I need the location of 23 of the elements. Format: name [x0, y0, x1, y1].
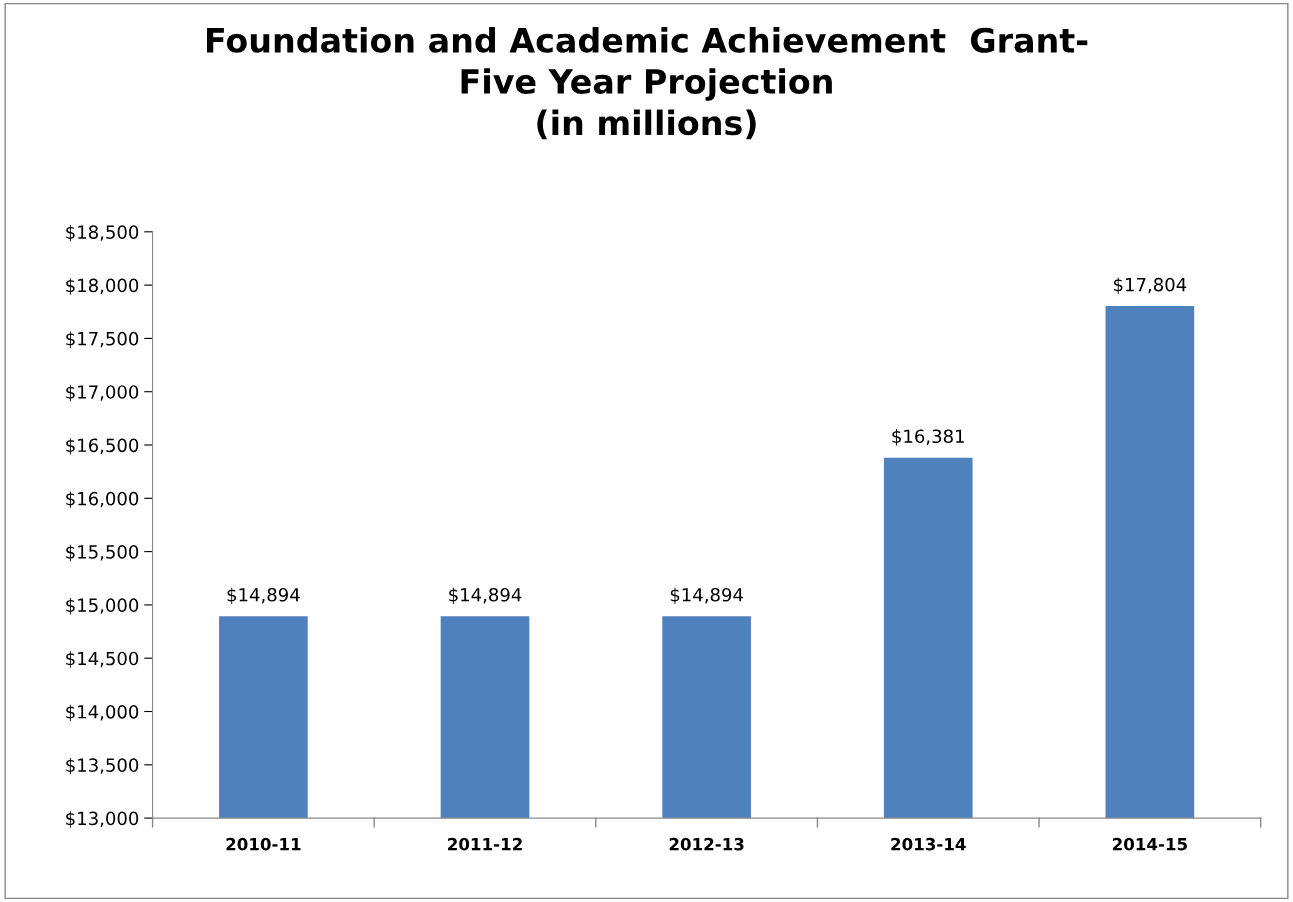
data-label: $17,804 — [1114, 277, 1187, 294]
x-tick-label: 2010-11 — [226, 837, 301, 851]
data-label: $16,381 — [892, 429, 964, 446]
y-tick-label: $14,500 — [66, 651, 139, 668]
y-tick-label: $16,500 — [66, 438, 139, 455]
chart-title: Foundation and Academic Achievement Grant- Five Year Projection (in millions) — [206, 27, 1088, 140]
y-tick-label: $17,500 — [66, 331, 139, 348]
x-tick-label: 2011-12 — [448, 837, 522, 851]
x-tick-label: 2012-13 — [669, 837, 744, 851]
x-tick-label: 2013-14 — [891, 837, 966, 851]
y-tick-label: $13,000 — [66, 811, 139, 828]
y-tick-label: $15,000 — [66, 598, 139, 615]
y-tick-label: $18,500 — [66, 224, 139, 242]
x-tick-label: 2014-15 — [1112, 837, 1187, 851]
y-tick-label: $13,500 — [66, 757, 139, 775]
data-label: $14,894 — [227, 587, 300, 604]
y-tick-label: $14,000 — [66, 704, 139, 722]
y-tick-label: $15,500 — [66, 544, 139, 562]
data-label: $14,894 — [670, 587, 743, 604]
y-tick-label: $17,000 — [66, 384, 139, 402]
y-tick-label: $16,000 — [66, 491, 139, 508]
data-label: $14,894 — [449, 587, 522, 604]
y-tick-label: $18,000 — [66, 278, 139, 295]
